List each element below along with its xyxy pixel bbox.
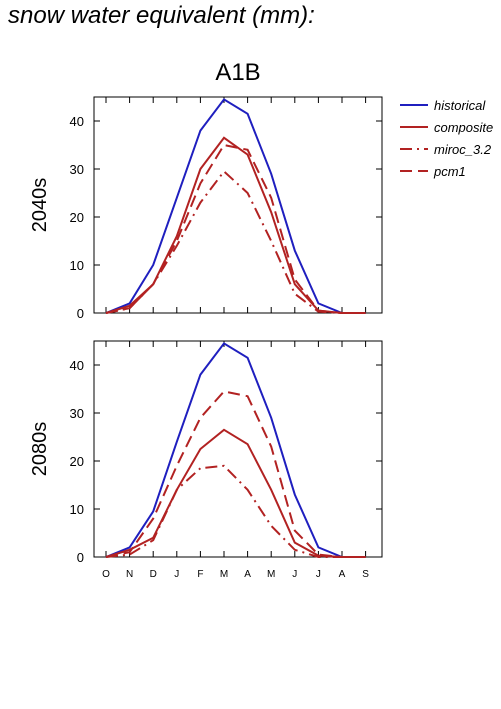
legend-item: pcm1 xyxy=(400,164,466,179)
x-tick-label: A xyxy=(244,569,251,580)
series-line-pcm1 xyxy=(105,143,366,314)
series-line-composite xyxy=(105,136,366,314)
legend: historical composite miroc_3.2 pcm1 xyxy=(400,98,493,179)
x-tick-label: D xyxy=(150,569,157,580)
x-tick-label: J xyxy=(292,569,297,580)
plot-frame xyxy=(93,340,383,558)
legend-label: pcm1 xyxy=(433,164,466,179)
y-tick-label: 30 xyxy=(70,162,84,177)
y-tick-label: 40 xyxy=(70,114,84,129)
y-tick-label: 10 xyxy=(70,502,84,517)
scenario-title: A1B xyxy=(215,59,260,86)
y-tick-label: 20 xyxy=(70,454,84,469)
y-tick-label: 20 xyxy=(70,210,84,225)
x-tick-label: S xyxy=(362,569,369,580)
x-tick-label: M xyxy=(267,569,275,580)
x-tick-label: J xyxy=(316,569,321,580)
y-tick-label: 10 xyxy=(70,258,84,273)
x-tick-label: F xyxy=(197,569,203,580)
y-tick-label: 30 xyxy=(70,406,84,421)
x-tick-label: N xyxy=(126,569,133,580)
page-title: snow water equivalent (mm): xyxy=(8,2,315,29)
y-tick-label: 0 xyxy=(77,306,84,321)
legend-label: historical xyxy=(434,98,486,113)
x-tick-label: M xyxy=(220,569,228,580)
panel-2040s: 0 10 20 30 40 2040s xyxy=(29,96,383,321)
series-line-composite xyxy=(105,428,366,558)
panel-label: 2040s xyxy=(29,178,51,233)
legend-label: miroc_3.2 xyxy=(434,142,492,157)
series-line-miroc-3-2 xyxy=(105,464,366,558)
legend-label: composite xyxy=(434,120,493,135)
y-tick-label: 0 xyxy=(77,550,84,565)
legend-item: miroc_3.2 xyxy=(400,142,492,157)
plot-frame xyxy=(93,96,383,314)
x-tick-label: A xyxy=(339,569,346,580)
chart-panels: 0 10 20 30 40 2040s 0 10 20 30 40 O N D J F M A M J J A S 2080s xyxy=(29,96,383,580)
series-line-historical xyxy=(105,342,366,558)
series-line-pcm1 xyxy=(105,390,366,558)
x-tick-label: J xyxy=(174,569,179,580)
series-line-historical xyxy=(105,98,366,314)
legend-item: composite xyxy=(400,120,493,135)
panel-2080s: 0 10 20 30 40 O N D J F M A M J J A S 2080s xyxy=(29,340,383,580)
y-tick-label: 40 xyxy=(70,358,84,373)
legend-item: historical xyxy=(400,98,486,113)
x-tick-label: O xyxy=(102,569,110,580)
panel-label: 2080s xyxy=(29,422,51,477)
